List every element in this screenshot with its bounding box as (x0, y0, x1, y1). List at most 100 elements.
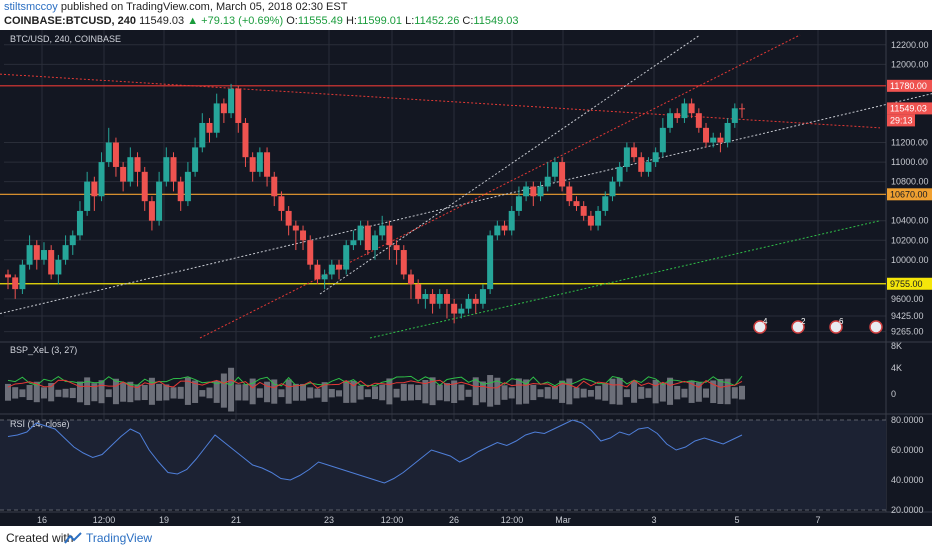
volume-bar (249, 378, 256, 405)
candle-body (357, 225, 364, 241)
candle-body (177, 181, 184, 202)
author-link[interactable]: stiltsmccoy (4, 1, 58, 13)
x-tick-label: 3 (651, 515, 656, 525)
volume-bar (12, 387, 19, 399)
candle-body (33, 245, 40, 260)
volume-bar (602, 383, 609, 401)
event-badge-count: 6 (839, 317, 844, 326)
candle-body (228, 88, 235, 114)
candle-body (587, 215, 594, 226)
volume-bar (336, 390, 343, 397)
volume-bar (321, 382, 328, 402)
volume-bar (357, 385, 364, 400)
volume-tick-label: 0 (891, 389, 896, 399)
volume-bar (170, 387, 177, 399)
volume-bar (494, 377, 501, 405)
volume-bar (292, 383, 299, 401)
volume-bar (235, 384, 242, 401)
candle-body (12, 277, 19, 290)
candle-body (523, 186, 530, 197)
candle-body (213, 103, 220, 133)
volume-bar (400, 383, 407, 401)
volume-bar (177, 386, 184, 399)
volume-bar (343, 380, 350, 403)
price-label-bg (887, 102, 932, 115)
volume-bar (120, 382, 127, 402)
candle-body (544, 176, 551, 187)
event-flag-icon (791, 320, 805, 334)
candle-body (559, 162, 566, 187)
indicator-title: BSP_XeL (3, 27) (10, 345, 77, 355)
candle-body (609, 181, 616, 197)
y-tick-label: 10400.00 (891, 216, 929, 226)
candle-body (105, 142, 112, 163)
candle-body (681, 103, 688, 119)
candle-body (415, 284, 422, 299)
candle-body (141, 171, 148, 202)
volume-bar (566, 378, 573, 405)
volume-bar (580, 388, 587, 398)
volume-bar (105, 389, 112, 398)
volume-bar (228, 367, 235, 412)
candle-body (55, 259, 62, 275)
candle-body (436, 294, 443, 304)
volume-bar (458, 384, 465, 401)
candle-body (48, 250, 55, 275)
rsi-tick-label: 20.0000 (891, 505, 924, 515)
candle-body (26, 245, 33, 265)
x-tick-label: 23 (324, 515, 334, 525)
volume-bar (242, 384, 249, 401)
volume-bar (652, 379, 659, 404)
trendline-white (319, 34, 701, 295)
candle-body (400, 250, 407, 275)
ohlc-high-key: H: (345, 15, 357, 27)
volume-bar (443, 383, 450, 402)
volume-bar (26, 384, 33, 401)
volume-bar (674, 385, 681, 400)
price-chart-svg[interactable]: 12200.00 12000.00 11200.00 11000.00 10800.00… (0, 30, 932, 526)
volume-bar (350, 380, 357, 403)
candle-body (170, 157, 177, 182)
trendline-red (0, 73, 881, 129)
rsi-band (0, 420, 886, 510)
candle-body (242, 122, 249, 158)
volume-bar (19, 389, 26, 398)
x-tick-label: 21 (231, 515, 241, 525)
volume-bar (710, 380, 717, 404)
candle-body (350, 240, 357, 246)
volume-ma-green (7, 375, 743, 387)
candle-body (343, 245, 350, 270)
candle-body (407, 274, 414, 285)
volume-bar (523, 379, 530, 404)
volume-bar (271, 379, 278, 404)
volume-bar (515, 378, 522, 405)
candle-body (515, 196, 522, 211)
candle-body (695, 113, 702, 128)
y-tick-label: 9600.00 (891, 294, 924, 304)
x-tick-label: 16 (37, 515, 47, 525)
candle-body (458, 308, 465, 314)
x-tick-label: Mar (555, 515, 571, 525)
volume-bar (256, 388, 263, 398)
created-with-text: Created with (6, 531, 74, 545)
volume-bar (551, 386, 558, 400)
tradingview-brand[interactable]: TradingView (86, 531, 153, 545)
ohlc-low: 11452.26 (414, 15, 460, 27)
volume-ma-red (7, 379, 743, 389)
volume-bar (724, 378, 731, 405)
y-tick-label: 11200.00 (891, 138, 928, 148)
volume-bar (220, 373, 227, 408)
chart-area[interactable]: 12200.00 12000.00 11200.00 11000.00 10800.00… (0, 30, 932, 526)
volume-bar (5, 383, 11, 401)
volume-bar (530, 384, 537, 401)
volume-bar (465, 389, 472, 397)
ohlc-open: 11555.49 (297, 15, 343, 27)
volume-bar (206, 387, 213, 399)
candle-body (256, 152, 263, 172)
volume-bar (645, 388, 652, 398)
candle-body (314, 264, 321, 280)
price-label-bg (887, 188, 932, 201)
volume-bar (587, 390, 594, 397)
ohlc-high: 11599.01 (356, 15, 403, 27)
candle-body (645, 162, 652, 172)
